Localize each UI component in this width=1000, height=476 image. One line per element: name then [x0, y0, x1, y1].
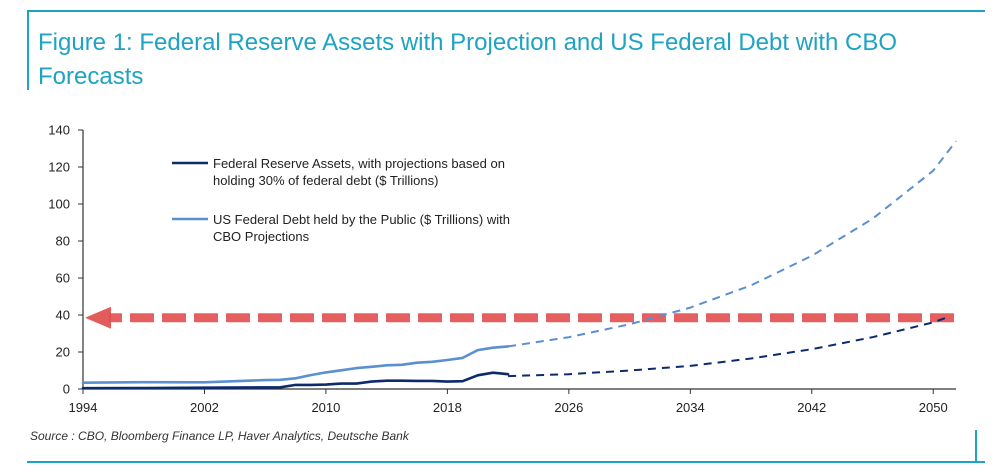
- y-tick-label: 60: [56, 271, 70, 286]
- y-tick-label: 140: [48, 123, 70, 138]
- y-tick-label: 20: [56, 345, 70, 360]
- y-tick-label: 0: [63, 382, 70, 397]
- federal-debt-legend-label: US Federal Debt held by the Public ($ Tr…: [213, 212, 510, 227]
- frame-top-rule: [27, 10, 985, 12]
- y-tick-label: 80: [56, 234, 70, 249]
- y-tick-label: 40: [56, 308, 70, 323]
- federal-debt-historical-line: [81, 345, 510, 385]
- federal-debt-legend-label: CBO Projections: [213, 229, 310, 244]
- federal-debt-projection-line: [507, 140, 957, 348]
- fed-assets-legend-label: holding 30% of federal debt ($ Trillions…: [213, 173, 438, 188]
- x-tick-label: 2010: [311, 400, 340, 415]
- x-tick-label: 2050: [919, 400, 948, 415]
- y-tick-label: 120: [48, 160, 70, 175]
- frame-left-rule: [27, 10, 29, 90]
- x-tick-label: 1994: [69, 400, 98, 415]
- y-tick-label: 100: [48, 197, 70, 212]
- threshold-arrow-head: [85, 306, 111, 329]
- frame-bottom-rule: [27, 461, 985, 463]
- x-tick-label: 2026: [554, 400, 583, 415]
- fed-assets-historical-line: [81, 371, 510, 390]
- x-tick-label: 2034: [676, 400, 705, 415]
- frame-right-rule: [975, 430, 977, 462]
- source-note: Source : CBO, Bloomberg Finance LP, Have…: [30, 429, 409, 443]
- x-tick-label: 2042: [797, 400, 826, 415]
- x-tick-label: 2002: [190, 400, 219, 415]
- x-tick-label: 2018: [433, 400, 462, 415]
- chart-title: Figure 1: Federal Reserve Assets with Pr…: [38, 29, 898, 90]
- fed-assets-legend-label: Federal Reserve Assets, with projections…: [213, 156, 505, 171]
- fed-assets-projection-line: [508, 315, 949, 378]
